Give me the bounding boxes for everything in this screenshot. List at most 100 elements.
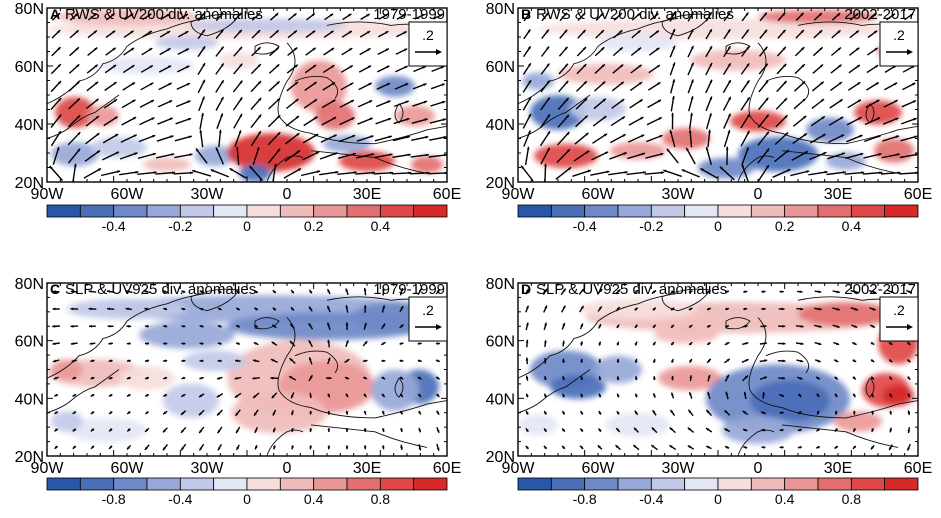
- lon-label: 30E: [353, 186, 381, 203]
- lat-label: 60N: [486, 59, 515, 76]
- colorbar-swatch: [585, 205, 618, 217]
- lon-label: 60W: [582, 460, 616, 477]
- lon-label: 90W: [31, 460, 65, 477]
- anomaly-patch: [654, 326, 718, 343]
- anomaly-patch: [375, 76, 415, 97]
- colorbar-swatch: [585, 478, 618, 490]
- colorbar-swatch: [147, 478, 180, 490]
- panel-letter: A: [50, 6, 60, 22]
- colorbar-swatch: [47, 205, 80, 217]
- colorbar-label: -0.8: [102, 491, 126, 507]
- anomaly-patch: [570, 97, 626, 121]
- anomaly-patch: [239, 165, 271, 182]
- reference-vector-label: .2: [893, 302, 905, 318]
- colorbar-swatch: [785, 478, 818, 490]
- lon-label: 0: [754, 460, 763, 477]
- colorbar-swatch: [551, 478, 584, 490]
- lat-label: 80N: [486, 1, 515, 18]
- lat-label: 60N: [15, 334, 44, 351]
- colorbar-swatch: [685, 205, 718, 217]
- colorbar-label: 0: [714, 218, 722, 234]
- colorbar: [518, 205, 918, 217]
- colorbar-swatch: [214, 205, 247, 217]
- colorbar-swatch: [214, 478, 247, 490]
- colorbar-swatch: [414, 205, 447, 217]
- colorbar-swatch: [80, 205, 113, 217]
- lon-label: 30W: [191, 460, 225, 477]
- lon-label: 60W: [111, 460, 145, 477]
- colorbar-swatch: [280, 205, 313, 217]
- lon-label: 0: [754, 186, 763, 203]
- colorbar-swatch: [414, 478, 447, 490]
- anomaly-patch: [395, 105, 435, 126]
- colorbar-label: 0.4: [304, 491, 324, 507]
- colorbar-swatch: [618, 205, 651, 217]
- colorbar-label: 0.8: [842, 491, 862, 507]
- lat-label: 80N: [15, 1, 44, 18]
- colorbar-swatch: [80, 478, 113, 490]
- colorbar-label: 0: [243, 218, 251, 234]
- anomaly-patch: [518, 414, 558, 435]
- colorbar-swatch: [247, 478, 280, 490]
- lat-label: 60N: [15, 59, 44, 76]
- colorbar-label: 0.4: [775, 491, 795, 507]
- colorbar-swatch: [380, 205, 413, 217]
- map-field: [518, 8, 919, 183]
- reference-vector-label: .2: [422, 27, 434, 43]
- anomaly-patch: [315, 102, 355, 130]
- wind-arrow: [410, 173, 430, 174]
- colorbar-swatch: [180, 205, 213, 217]
- colorbar-swatch: [751, 478, 784, 490]
- panel-period: 2002-2017: [844, 281, 916, 298]
- colorbar-swatch: [280, 478, 313, 490]
- colorbar-swatch: [618, 478, 651, 490]
- anomaly-patch: [99, 57, 195, 74]
- colorbar-swatch: [651, 478, 684, 490]
- lon-label: 0: [283, 186, 292, 203]
- anomaly-patch: [874, 139, 914, 163]
- anomaly-patch: [163, 383, 219, 418]
- colorbar-label: 0: [243, 491, 251, 507]
- colorbar-swatch: [551, 205, 584, 217]
- colorbar-label: -0.4: [639, 491, 663, 507]
- anomaly-patch: [730, 111, 786, 132]
- colorbar-swatch: [851, 478, 884, 490]
- anomaly-patch: [750, 380, 830, 422]
- lon-label: 60E: [433, 186, 461, 203]
- anomaly-patch: [155, 36, 219, 50]
- colorbar-swatch: [718, 205, 751, 217]
- wind-arrow: [392, 173, 412, 174]
- colorbar-swatch: [47, 478, 80, 490]
- anomaly-patch: [834, 411, 882, 432]
- lon-label: 60E: [433, 460, 461, 477]
- lat-label: 40N: [15, 117, 44, 134]
- lat-label: 80N: [486, 276, 515, 293]
- panel-title: RWS & UV200 div. anomalies: [65, 6, 263, 23]
- lon-label: 90W: [31, 186, 65, 203]
- lon-label: 60E: [904, 460, 932, 477]
- colorbar-label: -0.2: [639, 218, 663, 234]
- anomaly-patch: [143, 158, 191, 172]
- lon-label: 30E: [824, 460, 852, 477]
- colorbar-swatch: [785, 205, 818, 217]
- reference-vector-label: .2: [893, 27, 905, 43]
- anomaly-patch: [139, 321, 235, 349]
- colorbar-swatch: [314, 205, 347, 217]
- anomaly-patch: [339, 151, 395, 172]
- colorbar-label: -0.4: [573, 218, 597, 234]
- lon-label: 30W: [662, 460, 696, 477]
- colorbar-swatch: [180, 478, 213, 490]
- anomaly-patch: [534, 144, 598, 168]
- lon-label: 90W: [502, 186, 536, 203]
- colorbar-label: 0.4: [371, 218, 391, 234]
- anomaly-patch: [662, 128, 710, 149]
- lat-label: 80N: [15, 276, 44, 293]
- colorbar: [47, 205, 447, 217]
- colorbar-label: 0: [714, 491, 722, 507]
- colorbar-label: -0.2: [168, 218, 192, 234]
- colorbar-swatch: [751, 205, 784, 217]
